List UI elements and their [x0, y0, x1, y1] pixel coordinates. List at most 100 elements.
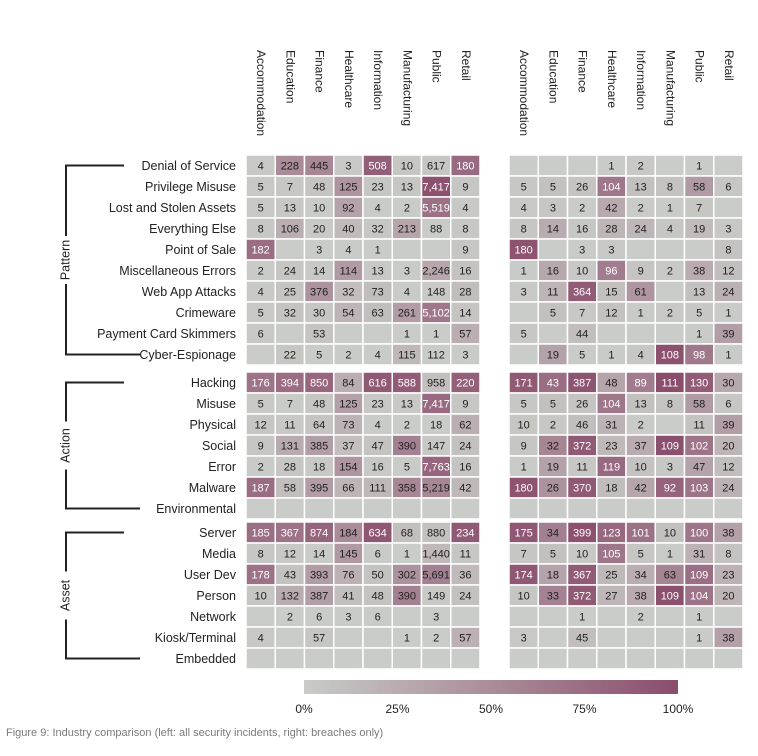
cell-value-label: 13 — [372, 266, 384, 278]
cell-value-label: 131 — [281, 441, 299, 453]
row-label-embedded: Embedded — [176, 652, 237, 666]
column-header-public-breaches: Public — [693, 50, 707, 83]
cell-value-label: 40 — [342, 224, 354, 236]
cell-value-label: 112 — [427, 350, 445, 362]
cell-value-label: 16 — [459, 266, 471, 278]
cell-value-label: 101 — [631, 528, 649, 540]
cell-value-label: 14 — [313, 549, 325, 561]
cell-value-label: 616 — [368, 378, 386, 390]
cell-value-label: 390 — [398, 591, 416, 603]
cell-value-label: 10 — [635, 462, 647, 474]
row-label-user-dev: User Dev — [184, 568, 237, 582]
cell-value-label: 33 — [547, 591, 559, 603]
cell-value-label: 13 — [635, 399, 647, 411]
cell-value-label: 394 — [281, 378, 299, 390]
cell-value-label: 11 — [547, 287, 558, 299]
cell-value-label: 4 — [345, 245, 351, 257]
cell-value-label: 68 — [401, 528, 413, 540]
cell-value-label: 23 — [372, 182, 384, 194]
cell-value-label: 5 — [550, 549, 556, 561]
heatmap-cell — [508, 647, 539, 670]
cell-value-label: 234 — [456, 528, 474, 540]
heatmap-cell — [566, 497, 598, 520]
heatmap-cell — [654, 647, 686, 670]
cell-value-label: 12 — [284, 549, 296, 561]
cell-value-label: 23 — [722, 570, 734, 582]
cell-value-label: 13 — [401, 399, 413, 411]
cell-value-label: 385 — [310, 441, 328, 453]
cell-value-label: 3 — [521, 287, 527, 299]
cell-value-label: 48 — [605, 378, 617, 390]
heatmap-cell — [537, 154, 569, 177]
heatmap-cell — [333, 626, 364, 649]
cell-value-label: 8 — [725, 245, 731, 257]
legend-tick-1: 25% — [385, 702, 409, 716]
cell-value-label: 8 — [725, 549, 731, 561]
column-header-information-incidents: Information — [371, 50, 385, 110]
cell-value-label: 182 — [251, 245, 269, 257]
cell-value-label: 23 — [372, 399, 384, 411]
cell-value-label: 154 — [339, 462, 357, 474]
cell-value-label: 4 — [638, 350, 644, 362]
heatmap-cell — [391, 238, 423, 261]
cell-value-label: 31 — [693, 549, 705, 561]
cell-value-label: 125 — [339, 399, 357, 411]
cell-value-label: 109 — [690, 570, 708, 582]
heatmap-cell — [654, 238, 686, 261]
heatmap-cell — [625, 238, 656, 261]
cell-value-label: 2 — [638, 420, 644, 432]
cell-value-label: 103 — [690, 483, 708, 495]
cell-value-label: 37 — [342, 441, 354, 453]
cell-value-label: 43 — [284, 570, 296, 582]
cell-value-label: 2 — [579, 203, 585, 215]
cell-value-label: 4 — [521, 203, 527, 215]
row-label-everything-else: Everything Else — [149, 222, 236, 236]
group-label-bg-asset — [56, 571, 76, 620]
cell-value-label: 1 — [667, 203, 673, 215]
cell-value-label: 180 — [514, 245, 532, 257]
cell-value-label: 372 — [573, 591, 591, 603]
cell-value-label: 44 — [576, 329, 588, 341]
row-label-server: Server — [199, 526, 236, 540]
cell-value-label: 10 — [401, 161, 413, 173]
row-label-denial-of-service: Denial of Service — [142, 159, 237, 173]
cell-value-label: 13 — [635, 182, 647, 194]
cell-value-label: 10 — [313, 203, 325, 215]
cell-value-label: 34 — [635, 570, 647, 582]
cell-value-label: 634 — [368, 528, 386, 540]
cell-value-label: 5 — [521, 329, 527, 341]
cell-value-label: 98 — [693, 350, 705, 362]
cell-value-label: 1 — [375, 245, 381, 257]
group-label-action: Action — [58, 428, 72, 463]
legend-tick-0: 0% — [295, 702, 313, 716]
cell-value-label: 367 — [281, 528, 299, 540]
cell-value-label: 106 — [281, 224, 299, 236]
cell-value-label: 4 — [258, 633, 264, 645]
cell-value-label: 42 — [605, 203, 617, 215]
cell-value-label: 387 — [573, 378, 591, 390]
cell-value-label: 18 — [605, 483, 617, 495]
cell-value-label: 5 — [521, 182, 527, 194]
cell-value-label: 2 — [638, 161, 644, 173]
cell-value-label: 3 — [579, 245, 585, 257]
cell-value-label: 30 — [722, 378, 734, 390]
cell-value-label: 6 — [316, 612, 322, 624]
cell-value-label: 26 — [547, 483, 559, 495]
cell-value-label: 32 — [547, 441, 559, 453]
cell-value-label: 5 — [258, 203, 264, 215]
cell-value-label: 1 — [667, 549, 673, 561]
cell-value-label: 1 — [433, 329, 439, 341]
cell-value-label: 393 — [310, 570, 328, 582]
cell-value-label: 24 — [635, 224, 647, 236]
heatmap-cell — [245, 497, 276, 520]
cell-value-label: 10 — [518, 420, 530, 432]
cell-value-label: 9 — [462, 182, 468, 194]
heatmap-cell — [420, 647, 452, 670]
cell-value-label: 89 — [635, 378, 647, 390]
cell-value-label: 148 — [427, 287, 445, 299]
cell-value-label: 24 — [459, 591, 471, 603]
column-header-accommodation-incidents: Accommodation — [254, 50, 268, 136]
cell-value-label: 171 — [514, 378, 532, 390]
column-header-information-breaches: Information — [634, 50, 648, 110]
legend-tick-3: 75% — [572, 702, 596, 716]
